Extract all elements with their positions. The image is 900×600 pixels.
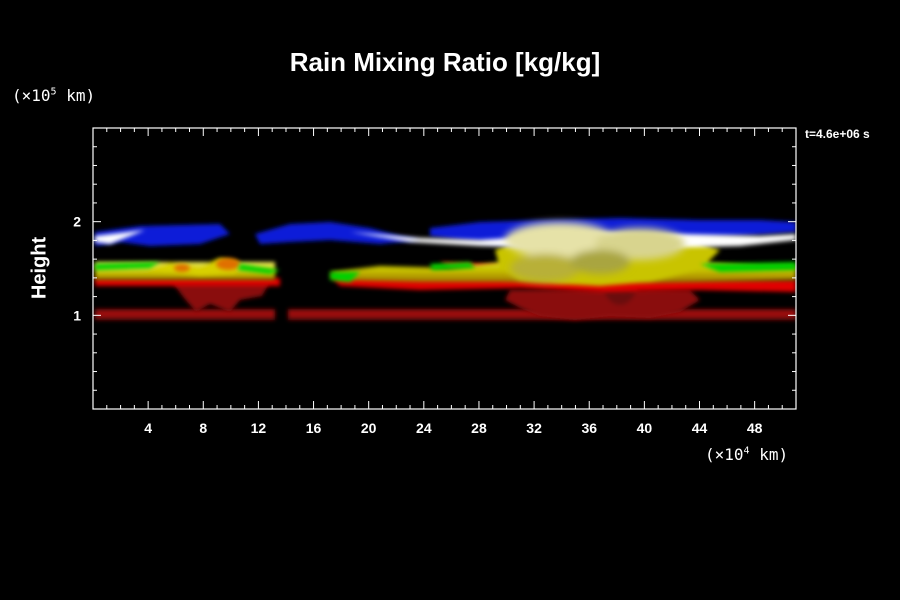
x-tick-label: 32 <box>526 420 542 436</box>
x-tick-label: 44 <box>692 420 708 436</box>
y-axis-unit-label: (×105 km) <box>12 86 96 105</box>
orange-spots <box>174 258 240 272</box>
x-tick-label: 8 <box>199 420 207 436</box>
axis-ticks <box>93 128 796 409</box>
y-tick-label: 1 <box>73 307 81 323</box>
x-tick-label: 36 <box>581 420 597 436</box>
y-tick-label: 2 <box>73 214 81 230</box>
chart-title: Rain Mixing Ratio [kg/kg] <box>289 47 601 77</box>
x-tick-label: 16 <box>306 420 322 436</box>
rain-field <box>95 218 796 320</box>
x-tick-label: 12 <box>251 420 267 436</box>
x-tick-label: 48 <box>747 420 763 436</box>
x-tick-label: 28 <box>471 420 487 436</box>
cloud-masses <box>505 222 685 282</box>
time-label: t=4.6e+06 s <box>805 127 870 141</box>
green-fringes <box>95 262 796 282</box>
x-tick-label: 20 <box>361 420 377 436</box>
low-red-band <box>95 309 796 320</box>
x-axis-unit-label: (×104 km) <box>705 445 789 464</box>
x-tick-label: 40 <box>637 420 653 436</box>
plot-frame <box>92 127 797 410</box>
x-tick-label: 24 <box>416 420 432 436</box>
x-tick-label: 4 <box>144 420 152 436</box>
